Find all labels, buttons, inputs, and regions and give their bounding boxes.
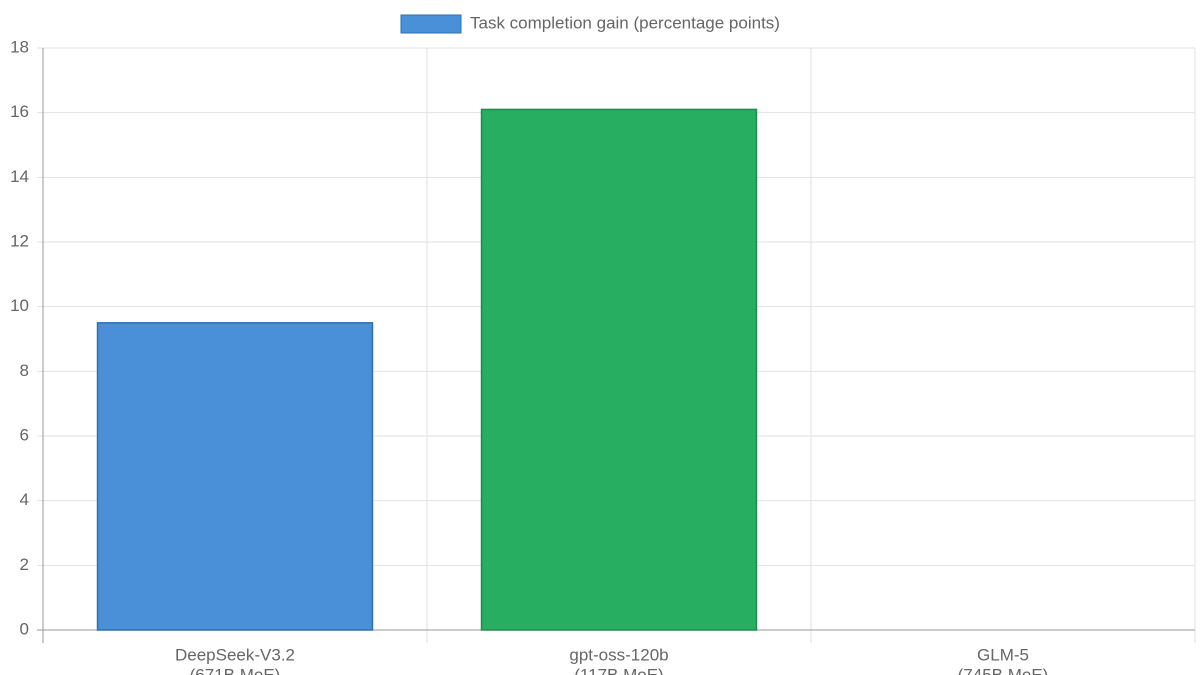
x-tick-label: (117B MoE) bbox=[574, 665, 663, 675]
y-tick-label: 16 bbox=[10, 102, 29, 121]
x-tick-label: GLM-5 bbox=[977, 645, 1029, 664]
x-tick-label: DeepSeek-V3.2 bbox=[175, 645, 295, 664]
y-tick-label: 10 bbox=[10, 296, 29, 315]
y-tick-label: 2 bbox=[20, 555, 29, 574]
y-tick-label: 4 bbox=[20, 490, 29, 509]
x-tick-label: (671B MoE) bbox=[190, 665, 281, 675]
bar bbox=[480, 108, 758, 631]
x-tick-label: (745B MoE) bbox=[958, 665, 1049, 675]
y-tick-label: 14 bbox=[10, 167, 29, 186]
y-tick-label: 6 bbox=[20, 425, 29, 444]
y-tick-label: 12 bbox=[10, 231, 29, 250]
bar bbox=[96, 322, 374, 631]
y-tick-label: 18 bbox=[10, 37, 29, 56]
legend-swatch bbox=[400, 14, 462, 34]
x-tick-label: gpt-oss-120b bbox=[569, 645, 668, 664]
legend-label: Task completion gain (percentage points) bbox=[470, 13, 780, 32]
y-tick-label: 0 bbox=[20, 619, 29, 638]
y-tick-label: 8 bbox=[20, 361, 29, 380]
